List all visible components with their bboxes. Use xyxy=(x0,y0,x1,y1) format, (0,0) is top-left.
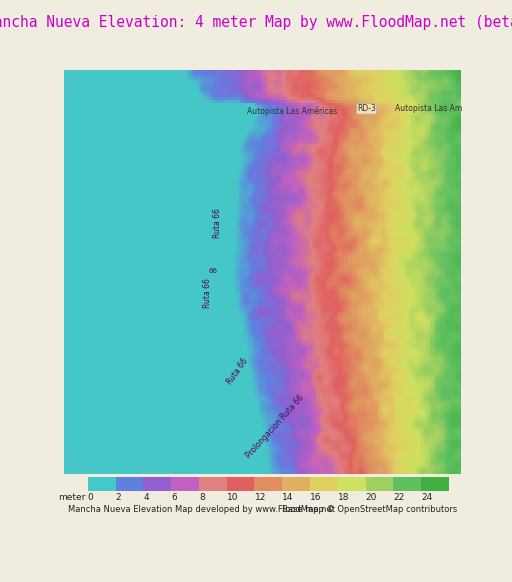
Text: 20: 20 xyxy=(366,494,377,502)
Text: 6: 6 xyxy=(171,494,177,502)
Text: 8: 8 xyxy=(199,494,205,502)
Text: Mancha Nueva Elevation: 4 meter Map by www.FloodMap.net (beta): Mancha Nueva Elevation: 4 meter Map by w… xyxy=(0,15,512,30)
Text: Autopista Las Américas: Autopista Las Américas xyxy=(247,107,337,116)
Text: 24: 24 xyxy=(421,494,432,502)
FancyBboxPatch shape xyxy=(366,477,393,491)
Text: 22: 22 xyxy=(393,494,404,502)
Text: 66: 66 xyxy=(208,268,217,274)
FancyBboxPatch shape xyxy=(199,477,227,491)
Text: 12: 12 xyxy=(254,494,266,502)
Text: Ruta 66: Ruta 66 xyxy=(214,208,222,238)
Text: 18: 18 xyxy=(338,494,349,502)
FancyBboxPatch shape xyxy=(421,477,449,491)
Text: Base map © OpenStreetMap contributors: Base map © OpenStreetMap contributors xyxy=(282,505,457,514)
Text: Ruta 66: Ruta 66 xyxy=(225,356,250,386)
Text: 2: 2 xyxy=(116,494,121,502)
Text: Autopista Las Am: Autopista Las Am xyxy=(395,104,462,113)
Text: Mancha Nueva Elevation Map developed by www.FloodMap.net: Mancha Nueva Elevation Map developed by … xyxy=(68,505,335,514)
FancyBboxPatch shape xyxy=(143,477,171,491)
FancyBboxPatch shape xyxy=(171,477,199,491)
Text: 14: 14 xyxy=(282,494,293,502)
Text: Prolongacion Ruta 66: Prolongacion Ruta 66 xyxy=(244,393,306,460)
Text: Ruta 66: Ruta 66 xyxy=(203,278,212,308)
FancyBboxPatch shape xyxy=(393,477,421,491)
Text: RD-3: RD-3 xyxy=(357,104,376,113)
FancyBboxPatch shape xyxy=(338,477,366,491)
FancyBboxPatch shape xyxy=(227,477,254,491)
FancyBboxPatch shape xyxy=(282,477,310,491)
Text: 16: 16 xyxy=(310,494,322,502)
FancyBboxPatch shape xyxy=(116,477,143,491)
Text: meter: meter xyxy=(58,494,86,502)
FancyBboxPatch shape xyxy=(310,477,338,491)
FancyBboxPatch shape xyxy=(88,477,116,491)
Text: 10: 10 xyxy=(227,494,238,502)
Text: 4: 4 xyxy=(143,494,149,502)
Text: 0: 0 xyxy=(88,494,94,502)
FancyBboxPatch shape xyxy=(254,477,282,491)
